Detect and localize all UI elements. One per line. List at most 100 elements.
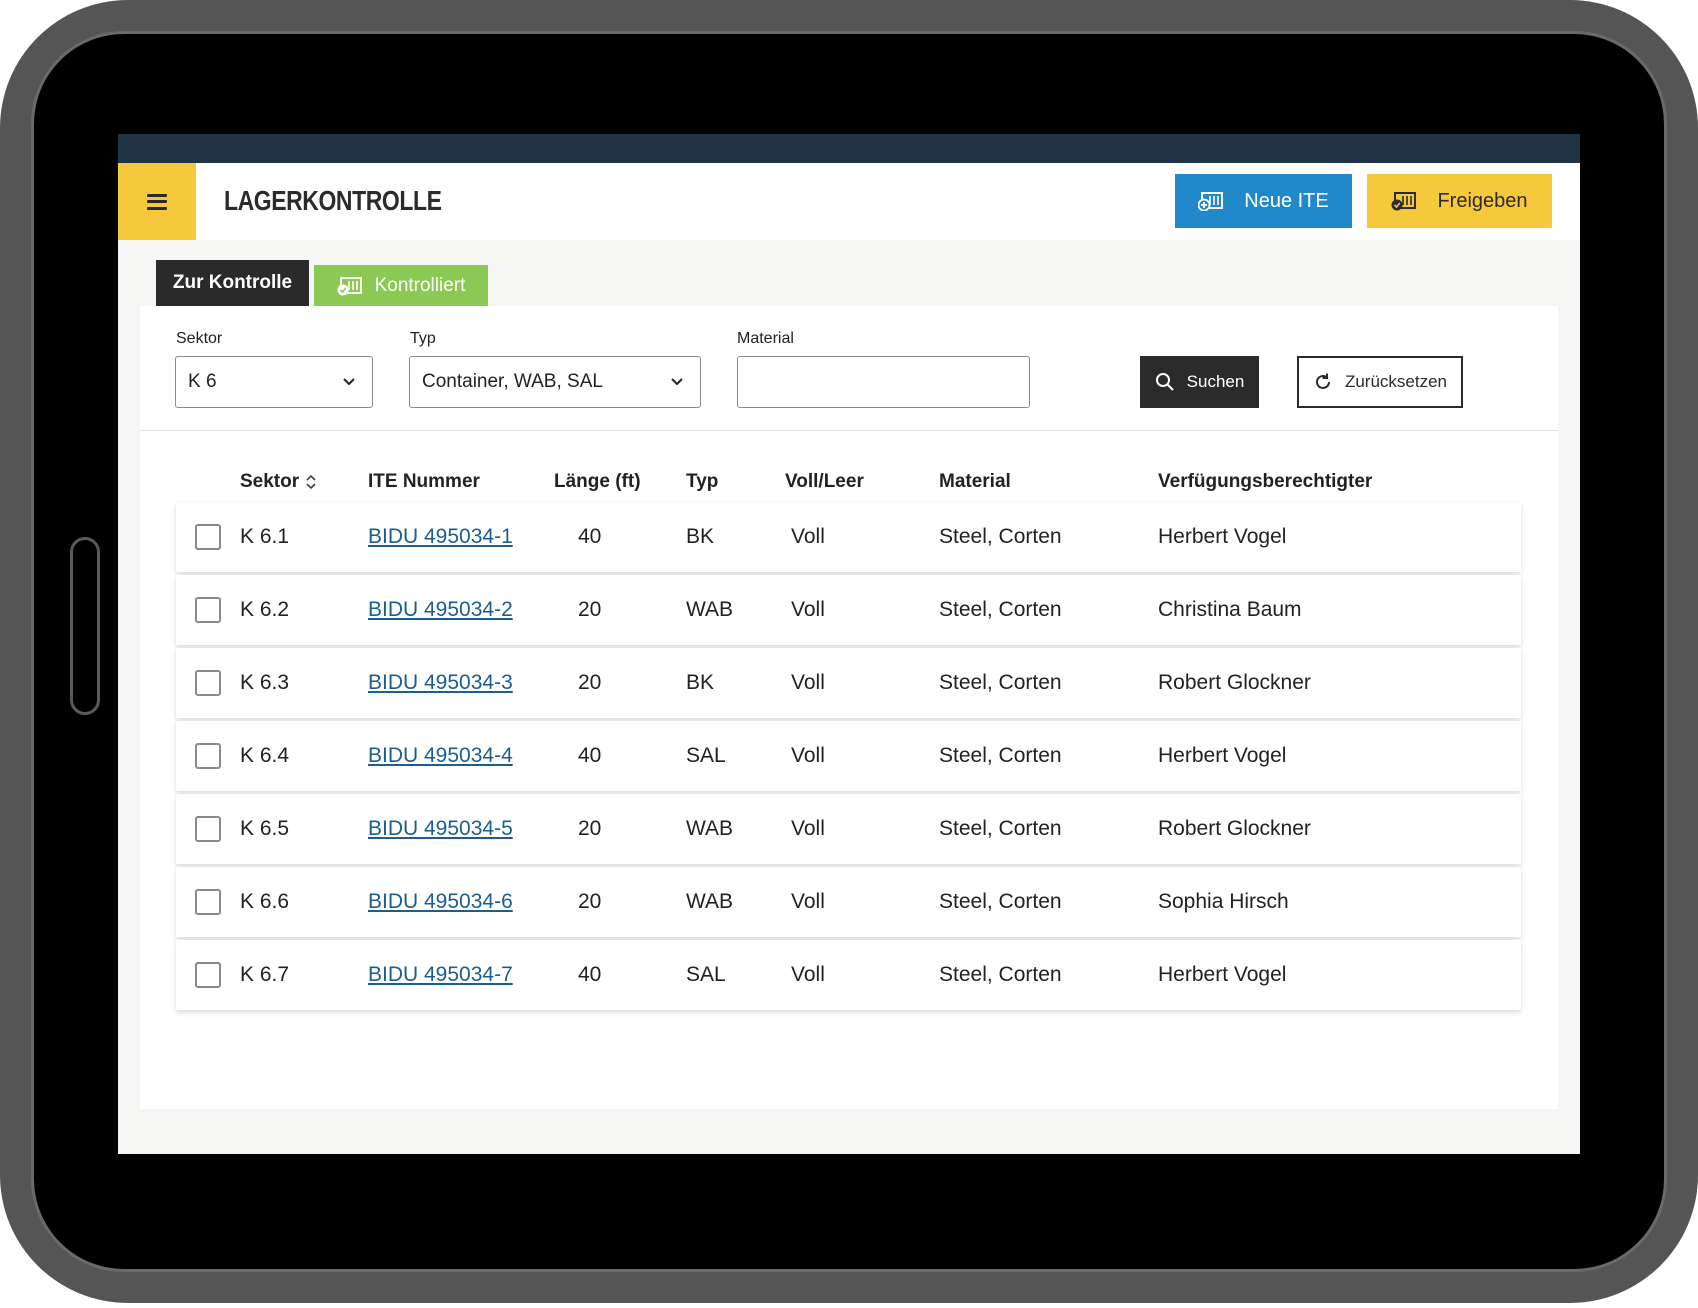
table-row[interactable]: K 6.2 BIDU 495034-2 20 WAB Voll Steel, C… <box>176 575 1521 645</box>
app-header: LAGERKONTROLLE Neue ITE <box>118 163 1580 240</box>
table-row[interactable]: K 6.6 BIDU 495034-6 20 WAB Voll Steel, C… <box>176 867 1521 937</box>
cell-material: Steel, Corten <box>939 671 1062 694</box>
type-select-value: Container, WAB, SAL <box>422 371 603 392</box>
ite-number-link[interactable]: BIDU 495034-2 <box>368 598 513 621</box>
cell-sector: K 6.4 <box>240 744 290 767</box>
cell-type: SAL <box>686 744 726 767</box>
row-checkbox[interactable] <box>195 962 221 988</box>
cell-full-empty: Voll <box>791 817 825 840</box>
container-add-icon <box>1198 192 1224 211</box>
table-header: Sektor ITE Nummer Länge (ft) Typ Voll/Le… <box>140 471 1558 501</box>
ite-number-link[interactable]: BIDU 495034-4 <box>368 744 513 767</box>
reset-button-label: Zurücksetzen <box>1344 372 1448 391</box>
hamburger-icon <box>147 193 167 210</box>
sector-select-value: K 6 <box>188 371 217 392</box>
cell-owner: Robert Glockner <box>1158 671 1311 694</box>
refresh-icon <box>1315 373 1330 389</box>
cell-length: 20 <box>578 890 602 913</box>
cell-material: Steel, Corten <box>939 963 1062 986</box>
chevron-down-icon <box>671 378 683 386</box>
cell-type: WAB <box>686 817 734 840</box>
app-title: LAGERKONTROLLE <box>224 185 442 216</box>
cell-material: Steel, Corten <box>939 598 1062 621</box>
cell-type: SAL <box>686 963 726 986</box>
sort-icon <box>306 474 316 490</box>
ite-number-link[interactable]: BIDU 495034-5 <box>368 817 513 840</box>
cell-sector: K 6.2 <box>240 598 290 621</box>
material-filter-label: Material <box>737 330 794 347</box>
row-checkbox[interactable] <box>195 524 221 550</box>
cell-type: WAB <box>686 890 734 913</box>
tab-zur-kontrolle[interactable]: Zur Kontrolle <box>156 260 309 306</box>
table-row[interactable]: K 6.7 BIDU 495034-7 40 SAL Voll Steel, C… <box>176 940 1521 1010</box>
cell-sector: K 6.1 <box>240 525 290 548</box>
table-row[interactable]: K 6.4 BIDU 495034-4 40 SAL Voll Steel, C… <box>176 721 1521 791</box>
row-checkbox[interactable] <box>195 889 221 915</box>
container-check-icon <box>337 276 362 295</box>
table-row[interactable]: K 6.5 BIDU 495034-5 20 WAB Voll Steel, C… <box>176 794 1521 864</box>
cell-owner: Herbert Vogel <box>1158 525 1287 548</box>
search-button-label: Suchen <box>1186 372 1245 391</box>
release-button[interactable]: Freigeben <box>1367 174 1552 228</box>
tablet-home-button <box>70 537 100 715</box>
filter-bar: Sektor K 6 Typ Container, WAB, SAL Mater… <box>140 306 1558 431</box>
cell-full-empty: Voll <box>791 598 825 621</box>
sector-select[interactable]: K 6 <box>175 356 373 408</box>
content-panel: Sektor K 6 Typ Container, WAB, SAL Mater… <box>140 306 1558 1109</box>
cell-length: 20 <box>578 598 602 621</box>
cell-owner: Herbert Vogel <box>1158 963 1287 986</box>
column-header-length: Länge (ft) <box>554 471 641 492</box>
row-checkbox[interactable] <box>195 743 221 769</box>
menu-button[interactable] <box>118 163 196 240</box>
cell-owner: Herbert Vogel <box>1158 744 1287 767</box>
cell-owner: Sophia Hirsch <box>1158 890 1289 913</box>
cell-length: 40 <box>578 525 602 548</box>
ite-number-link[interactable]: BIDU 495034-1 <box>368 525 513 548</box>
cell-type: BK <box>686 525 715 548</box>
row-checkbox[interactable] <box>195 597 221 623</box>
search-icon <box>1155 373 1174 391</box>
new-ite-button[interactable]: Neue ITE <box>1175 174 1352 228</box>
reset-button[interactable]: Zurücksetzen <box>1297 356 1463 408</box>
cell-full-empty: Voll <box>791 890 825 913</box>
cell-full-empty: Voll <box>791 671 825 694</box>
column-header-sector-label: Sektor <box>240 471 300 492</box>
column-header-owner: Verfügungsberechtigter <box>1158 471 1373 492</box>
cell-length: 20 <box>578 671 602 694</box>
table-row[interactable]: K 6.3 BIDU 495034-3 20 BK Voll Steel, Co… <box>176 648 1521 718</box>
cell-full-empty: Voll <box>791 525 825 548</box>
cell-sector: K 6.6 <box>240 890 290 913</box>
cell-type: WAB <box>686 598 734 621</box>
app-screen: LAGERKONTROLLE Neue ITE <box>118 134 1580 1154</box>
cell-material: Steel, Corten <box>939 890 1062 913</box>
column-header-full-empty: Voll/Leer <box>785 471 864 492</box>
row-checkbox[interactable] <box>195 816 221 842</box>
cell-sector: K 6.5 <box>240 817 290 840</box>
ite-number-link[interactable]: BIDU 495034-3 <box>368 671 513 694</box>
type-select[interactable]: Container, WAB, SAL <box>409 356 701 408</box>
cell-sector: K 6.7 <box>240 963 290 986</box>
material-input[interactable] <box>737 356 1030 408</box>
ite-number-link[interactable]: BIDU 495034-7 <box>368 963 513 986</box>
cell-material: Steel, Corten <box>939 525 1062 548</box>
column-header-type: Typ <box>686 471 719 492</box>
column-header-sector[interactable]: Sektor <box>240 471 317 493</box>
column-header-material: Material <box>939 471 1011 492</box>
cell-type: BK <box>686 671 715 694</box>
column-header-ite-number: ITE Nummer <box>368 471 480 492</box>
cell-length: 20 <box>578 817 602 840</box>
cell-full-empty: Voll <box>791 744 825 767</box>
row-checkbox[interactable] <box>195 670 221 696</box>
search-button[interactable]: Suchen <box>1140 356 1259 408</box>
cell-material: Steel, Corten <box>939 744 1062 767</box>
table-row[interactable]: K 6.1 BIDU 495034-1 40 BK Voll Steel, Co… <box>176 502 1521 572</box>
tab-kontrolliert[interactable]: Kontrolliert <box>314 265 488 306</box>
release-label: Freigeben <box>1437 189 1528 212</box>
new-ite-label: Neue ITE <box>1244 189 1329 212</box>
tab-zur-kontrolle-label: Zur Kontrolle <box>172 272 293 293</box>
cell-owner: Robert Glockner <box>1158 817 1311 840</box>
cell-length: 40 <box>578 963 602 986</box>
ite-number-link[interactable]: BIDU 495034-6 <box>368 890 513 913</box>
sector-filter-label: Sektor <box>176 330 223 347</box>
